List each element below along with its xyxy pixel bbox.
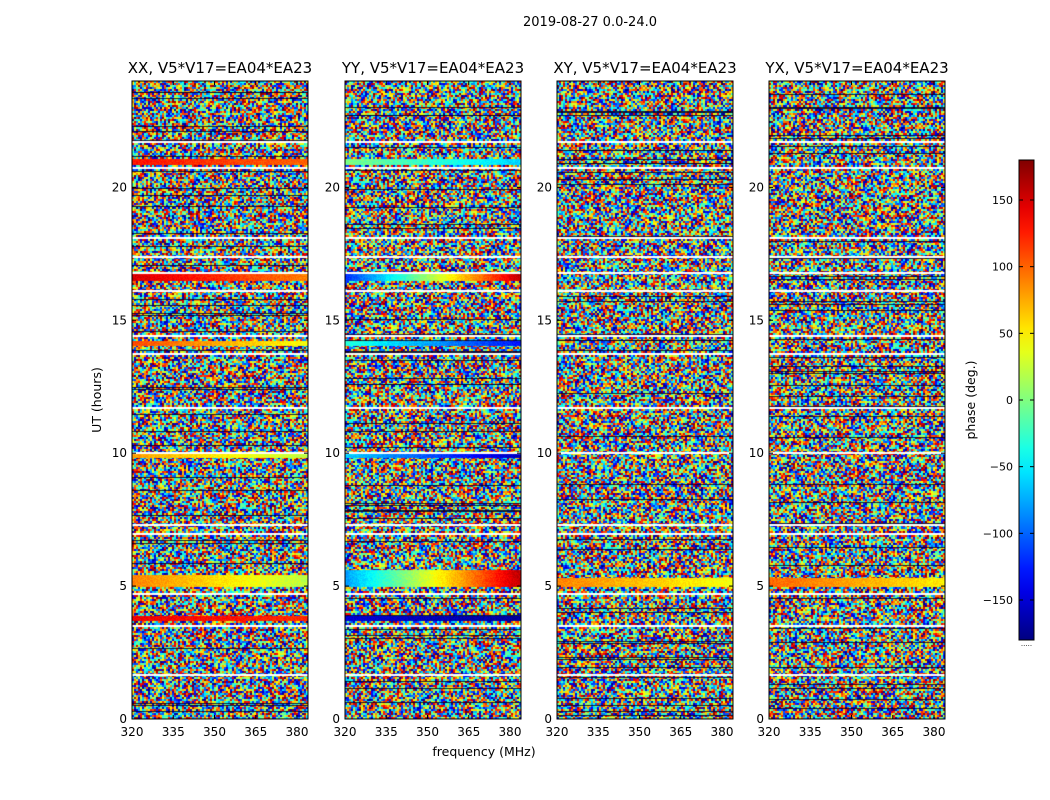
- x-tick-label: 365: [244, 725, 267, 739]
- y-tick-label: 0: [544, 712, 552, 726]
- panel-frame: [344, 80, 522, 720]
- panel-title: XY, V5*V17=EA04*EA23: [553, 59, 736, 77]
- phase-heatmap: [132, 81, 308, 719]
- y-tick-label: 20: [749, 180, 764, 194]
- panel-2: XY, V5*V17=EA04*EA23 320 335 350 365 380 0 5 10 1…: [537, 59, 737, 739]
- panel-0: XX, V5*V17=EA04*EA23 320 335 350 365 380 0 5 10 1…: [112, 59, 313, 739]
- y-tick-label: 5: [332, 579, 340, 593]
- colorbar-tick-label: 100: [992, 261, 1013, 274]
- panel-3: YX, V5*V17=EA04*EA23 320 335 350 365 380 0 5 10 1…: [749, 59, 949, 739]
- y-tick-label: 15: [112, 313, 127, 327]
- y-tick-label: 0: [756, 712, 764, 726]
- y-tick-label: 10: [749, 446, 764, 460]
- x-tick-label: 335: [799, 725, 822, 739]
- x-tick-label: 380: [711, 725, 734, 739]
- colorbar-tick-label: 0: [1006, 394, 1013, 407]
- x-tick-label: 350: [840, 725, 863, 739]
- phase-heatmap: [557, 81, 733, 719]
- y-tick-label: 20: [325, 180, 340, 194]
- y-tick-label: 15: [325, 313, 340, 327]
- colorbar: 150 100 50 0 −50 −100 −150 phase (deg.).....: [963, 159, 1035, 648]
- y-tick-label: 10: [112, 446, 127, 460]
- y-axis-label: UT (hours): [89, 367, 104, 433]
- x-tick-label: 335: [375, 725, 398, 739]
- phase-heatmap: [345, 81, 521, 719]
- panel-frame: [768, 80, 946, 720]
- x-tick-label: 380: [286, 725, 309, 739]
- x-tick-label: 365: [669, 725, 692, 739]
- x-tick-label: 350: [203, 725, 226, 739]
- panel-title: YY, V5*V17=EA04*EA23: [341, 59, 524, 77]
- colorbar-tick-label: −50: [990, 461, 1013, 474]
- y-tick-label: 20: [112, 180, 127, 194]
- x-tick-label: 380: [923, 725, 946, 739]
- y-tick-label: 5: [756, 579, 764, 593]
- x-tick-label: 380: [499, 725, 522, 739]
- panels-group: XX, V5*V17=EA04*EA23 320 335 350 365 380 0 5 10 1…: [112, 59, 949, 739]
- colorbar-tick-label: 50: [999, 327, 1013, 340]
- y-tick-label: 10: [325, 446, 340, 460]
- panel-1: YY, V5*V17=EA04*EA23 320 335 350 365 380 0 5 10 1…: [325, 59, 524, 739]
- y-tick-label: 10: [537, 446, 552, 460]
- y-tick-label: 15: [537, 313, 552, 327]
- x-axis-label: frequency (MHz): [432, 744, 535, 759]
- y-tick-label: 0: [119, 712, 127, 726]
- x-tick-label: 320: [758, 725, 781, 739]
- figure-suptitle: 2019-08-27 0.0-24.0: [523, 15, 657, 30]
- panel-title: XX, V5*V17=EA04*EA23: [128, 59, 312, 77]
- panel-title: YX, V5*V17=EA04*EA23: [764, 59, 948, 77]
- x-tick-label: 365: [457, 725, 480, 739]
- y-tick-label: 15: [749, 313, 764, 327]
- x-tick-label: 335: [587, 725, 610, 739]
- colorbar-tick-label: −150: [983, 594, 1013, 607]
- x-tick-label: 350: [416, 725, 439, 739]
- y-tick-label: 20: [537, 180, 552, 194]
- y-tick-label: 5: [119, 579, 127, 593]
- colorbar-tick-label: −100: [983, 527, 1013, 540]
- x-tick-label: 320: [334, 725, 357, 739]
- panel-frame: [556, 80, 734, 720]
- colorbar-offset-text: .....: [1021, 640, 1032, 648]
- x-tick-label: 320: [546, 725, 569, 739]
- panel-frame: [131, 80, 309, 720]
- x-tick-label: 365: [881, 725, 904, 739]
- x-tick-label: 320: [121, 725, 144, 739]
- colorbar-tick-label: 150: [992, 194, 1013, 207]
- phase-heatmap: [769, 81, 945, 719]
- colorbar-label: phase (deg.): [963, 361, 978, 440]
- x-tick-label: 335: [162, 725, 185, 739]
- x-tick-label: 350: [628, 725, 651, 739]
- y-tick-label: 5: [544, 579, 552, 593]
- y-tick-label: 0: [332, 712, 340, 726]
